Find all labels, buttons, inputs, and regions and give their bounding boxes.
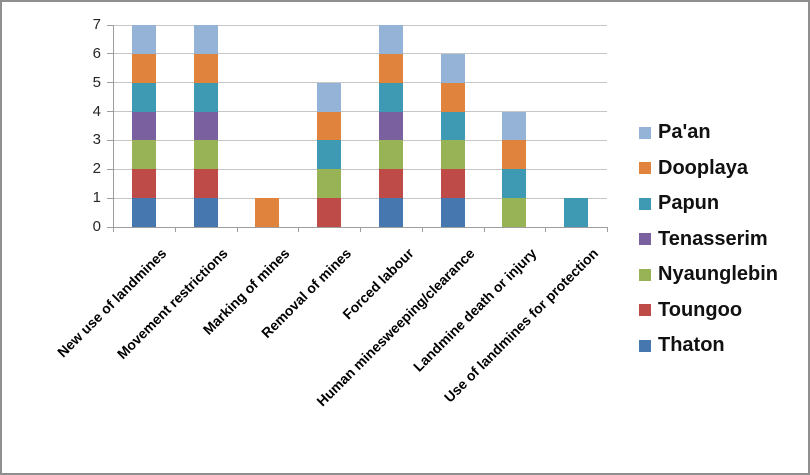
bar-segment — [502, 111, 527, 141]
legend-label: Tenasserim — [658, 227, 768, 250]
legend-swatch — [639, 304, 651, 317]
bar-segment — [502, 169, 527, 199]
bar-segment — [131, 111, 156, 141]
bar-segment — [131, 82, 156, 112]
y-tick-label: 5 — [92, 73, 101, 91]
bar-segment — [131, 198, 156, 227]
bar-segment — [193, 140, 218, 170]
bar-segment — [440, 169, 465, 199]
x-category-label: Landmine death or injury — [410, 245, 540, 375]
x-tick — [236, 227, 238, 232]
bar-segment — [440, 111, 465, 141]
y-tick — [107, 168, 113, 170]
bar-segment — [502, 140, 527, 170]
gridline — [113, 197, 607, 199]
legend-label: Papun — [658, 192, 720, 215]
y-tick — [107, 24, 113, 26]
x-tick — [421, 227, 423, 232]
x-tick — [545, 227, 547, 232]
gridline — [113, 168, 607, 170]
bar-segment — [193, 198, 218, 227]
x-tick — [360, 227, 361, 232]
bar-segment — [131, 169, 156, 199]
bar-segment — [440, 140, 465, 170]
legend-label: Thaton — [658, 334, 725, 357]
x-tick — [607, 227, 608, 232]
legend-swatch — [639, 268, 651, 281]
y-axis-line — [113, 25, 114, 228]
bar-segment — [378, 140, 403, 170]
bar-segment — [317, 169, 342, 199]
bar-segment — [317, 198, 342, 227]
y-tick — [107, 197, 113, 199]
bar-segment — [317, 82, 342, 112]
legend-item: Pa'an — [639, 115, 778, 151]
y-tick-label: 7 — [92, 16, 101, 33]
legend-label: Pa'an — [658, 121, 711, 144]
bar-segment — [378, 53, 403, 83]
bar-segment — [378, 169, 403, 199]
bar-segment — [378, 25, 403, 54]
x-tick — [174, 227, 176, 232]
legend-item: Papun — [639, 186, 778, 222]
y-tick — [107, 53, 113, 55]
gridline — [113, 53, 607, 55]
bar-segment — [378, 198, 403, 227]
y-tick-label: 0 — [92, 218, 101, 235]
bar-segment — [131, 25, 156, 54]
y-tick — [107, 82, 113, 84]
bar-segment — [440, 198, 465, 227]
legend-label: Toungoo — [658, 298, 743, 321]
bar-segment — [317, 140, 342, 170]
legend-swatch — [639, 197, 651, 210]
y-tick-label: 6 — [92, 44, 101, 62]
y-tick-label: 3 — [92, 131, 101, 149]
bar-segment — [378, 82, 403, 112]
y-tick — [107, 226, 113, 228]
x-tick — [113, 227, 114, 232]
x-tick — [298, 227, 300, 232]
legend-item: Tenasserim — [639, 222, 778, 258]
legend-swatch — [639, 162, 651, 175]
bar-segment — [193, 25, 218, 54]
gridline — [113, 139, 607, 141]
legend-swatch — [639, 339, 651, 352]
y-tick — [107, 139, 113, 141]
bar-segment — [131, 140, 156, 170]
gridline — [113, 111, 607, 113]
y-tick-label: 1 — [92, 189, 101, 207]
legend-swatch — [639, 233, 651, 246]
y-tick — [107, 111, 113, 113]
bar-segment — [440, 53, 465, 83]
bar-segment — [193, 111, 218, 141]
x-category-label: Movement restrictions — [114, 245, 231, 362]
x-category-label: New use of landmines — [53, 245, 170, 361]
legend-item: Nyaunglebin — [639, 257, 778, 293]
legend-swatch — [639, 126, 651, 139]
x-tick — [483, 227, 485, 232]
legend-item: Thaton — [639, 328, 778, 364]
legend-item: Dooplaya — [639, 151, 778, 187]
y-tick-label: 4 — [92, 102, 101, 120]
bar-segment — [193, 53, 218, 83]
bar-segment — [378, 111, 403, 141]
bar-segment — [317, 111, 342, 141]
bar-segment — [564, 198, 589, 227]
bar-segment — [502, 198, 527, 227]
bar-segment — [440, 82, 465, 112]
bar-segment — [131, 53, 156, 83]
legend: Pa'an Dooplaya Papun Tenasserim Nyaunglebin T… — [639, 115, 778, 364]
legend-label: Dooplaya — [658, 156, 749, 179]
legend-item: Toungoo — [639, 293, 778, 329]
y-tick-label: 2 — [92, 160, 101, 178]
bar-segment — [193, 82, 218, 112]
bar-segment — [193, 169, 218, 199]
gridline — [113, 24, 607, 26]
bar-segment — [255, 198, 280, 227]
legend-label: Nyaunglebin — [658, 263, 779, 286]
gridline — [113, 82, 607, 84]
